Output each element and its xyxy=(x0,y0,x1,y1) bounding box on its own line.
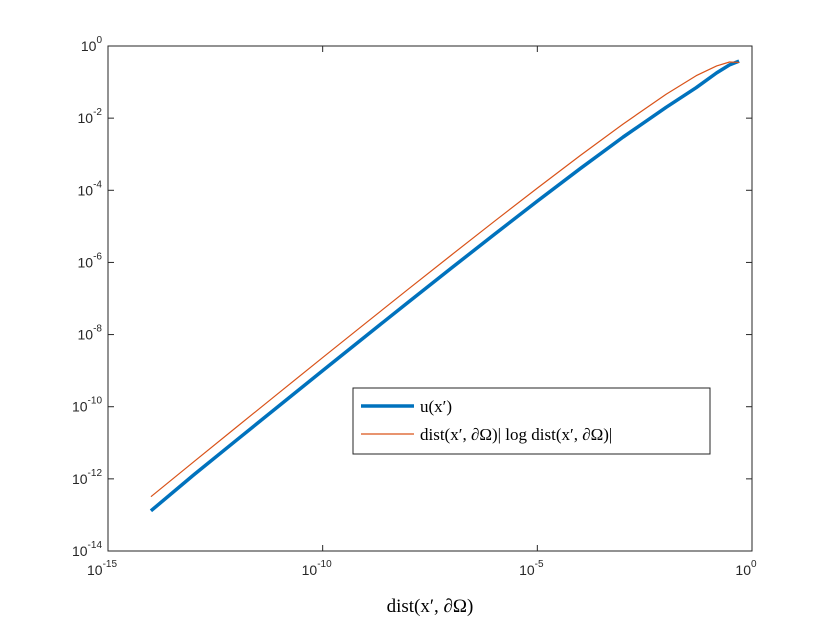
y-tick-label: 10-14 xyxy=(72,540,102,559)
series-layer xyxy=(149,59,740,513)
axes-background xyxy=(108,46,752,551)
legend-label-u: u(x′) xyxy=(420,397,452,416)
x-tick-label: 10-10 xyxy=(302,559,332,578)
x-tick-label: 10-5 xyxy=(519,559,544,578)
legend: u(x′) dist(x′, ∂Ω)| log dist(x′, ∂Ω)| xyxy=(352,387,711,455)
legend-box xyxy=(352,387,711,455)
axes-box xyxy=(107,45,753,552)
series-line-u xyxy=(149,59,740,513)
legend-label-dist-log: dist(x′, ∂Ω)| log dist(x′, ∂Ω)| xyxy=(420,425,612,444)
y-tick-label: 100 xyxy=(81,35,103,54)
x-axis-label: dist(x′, ∂Ω) xyxy=(387,596,474,617)
y-tick-label: 10-12 xyxy=(72,468,102,487)
y-tick-label: 10-8 xyxy=(78,324,103,343)
x-tick-label: 100 xyxy=(735,559,757,578)
y-tick-label: 10-2 xyxy=(78,107,103,126)
y-tick-label: 10-6 xyxy=(78,251,103,270)
series-line-dist-log xyxy=(150,61,740,498)
y-tick-label: 10-4 xyxy=(78,179,103,198)
y-tick-label: 10-10 xyxy=(72,396,102,415)
x-tick-label: 10-15 xyxy=(87,559,117,578)
